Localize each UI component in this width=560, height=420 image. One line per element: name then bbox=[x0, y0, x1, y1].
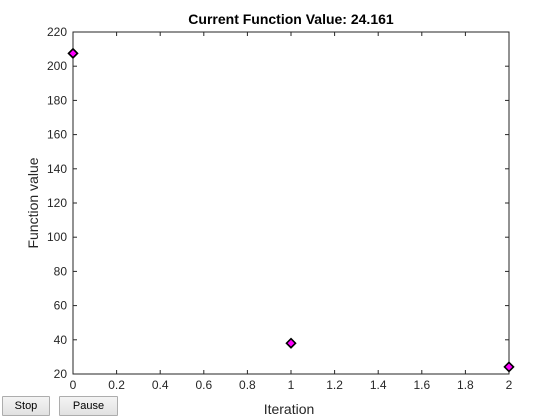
chart-title: Current Function Value: 24.161 bbox=[188, 11, 394, 27]
data-point-diamond bbox=[285, 337, 297, 349]
y-tick-label: 180 bbox=[47, 93, 67, 107]
y-tick-label: 80 bbox=[54, 264, 68, 278]
y-axis-label: Function value bbox=[25, 157, 41, 248]
y-tick-label: 120 bbox=[47, 196, 67, 210]
x-axis-ticks: 0 0.2 0.4 0.6 0.8 1 1.2 1.4 1.6 1.8 2 bbox=[70, 32, 513, 392]
x-tick-label: 1.6 bbox=[413, 378, 430, 392]
y-tick-label: 160 bbox=[47, 128, 67, 142]
x-tick-label: 0.6 bbox=[195, 378, 212, 392]
y-tick-label: 20 bbox=[54, 367, 68, 381]
x-tick-label: 0 bbox=[70, 378, 77, 392]
pause-button[interactable]: Pause bbox=[59, 396, 118, 416]
y-tick-label: 100 bbox=[47, 230, 67, 244]
x-axis-label: Iteration bbox=[264, 401, 315, 417]
x-tick-label: 0.4 bbox=[152, 378, 169, 392]
y-tick-label: 140 bbox=[47, 162, 67, 176]
x-tick-label: 1 bbox=[288, 378, 295, 392]
y-tick-label: 40 bbox=[54, 333, 68, 347]
x-tick-label: 1.4 bbox=[370, 378, 387, 392]
data-point-diamond bbox=[503, 361, 515, 373]
y-tick-label: 200 bbox=[47, 59, 67, 73]
x-tick-label: 0.2 bbox=[108, 378, 125, 392]
x-tick-label: 2 bbox=[506, 378, 513, 392]
plot-area bbox=[72, 31, 510, 375]
x-tick-label: 1.8 bbox=[457, 378, 474, 392]
data-points bbox=[67, 47, 515, 373]
stop-button[interactable]: Stop bbox=[2, 396, 50, 416]
x-tick-label: 0.8 bbox=[239, 378, 256, 392]
x-tick-label: 1.2 bbox=[326, 378, 343, 392]
y-tick-label: 220 bbox=[47, 25, 67, 39]
data-point-diamond bbox=[67, 47, 79, 60]
y-tick-label: 60 bbox=[54, 299, 68, 313]
y-axis-ticks: 20 40 60 80 100 120 140 160 180 200 220 bbox=[47, 25, 509, 381]
